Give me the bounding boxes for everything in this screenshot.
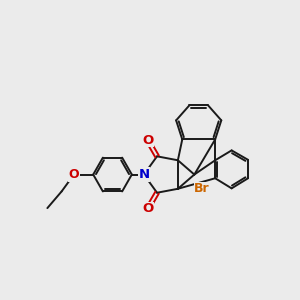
Text: Br: Br xyxy=(194,182,210,195)
Text: O: O xyxy=(142,134,153,147)
Text: O: O xyxy=(142,202,153,215)
Text: O: O xyxy=(69,168,79,181)
Text: N: N xyxy=(138,168,149,181)
